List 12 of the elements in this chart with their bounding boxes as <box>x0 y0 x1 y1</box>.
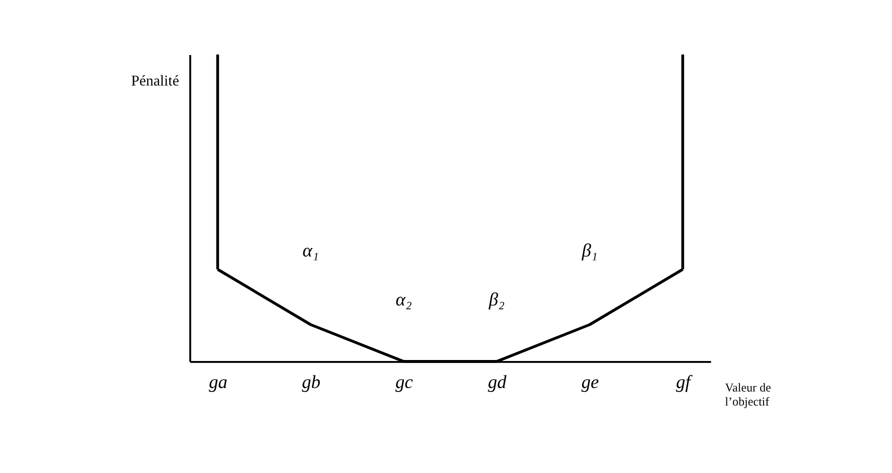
annotation: α₂ <box>396 290 412 311</box>
x-axis-title: Valeur de l’objectif <box>725 380 771 409</box>
x-tick-label: ge <box>581 372 599 393</box>
x-tick-label: gd <box>488 372 508 393</box>
x-tick-label: gc <box>395 372 414 393</box>
x-tick-label: ga <box>208 372 228 393</box>
y-axis-title: Pénalité <box>131 74 180 90</box>
annotation: β₁ <box>580 240 598 262</box>
x-tick-label: gf <box>676 372 694 393</box>
annotation: α₁ <box>302 240 319 262</box>
x-tick-label: gb <box>302 372 320 393</box>
annotation: β₂ <box>488 290 506 311</box>
